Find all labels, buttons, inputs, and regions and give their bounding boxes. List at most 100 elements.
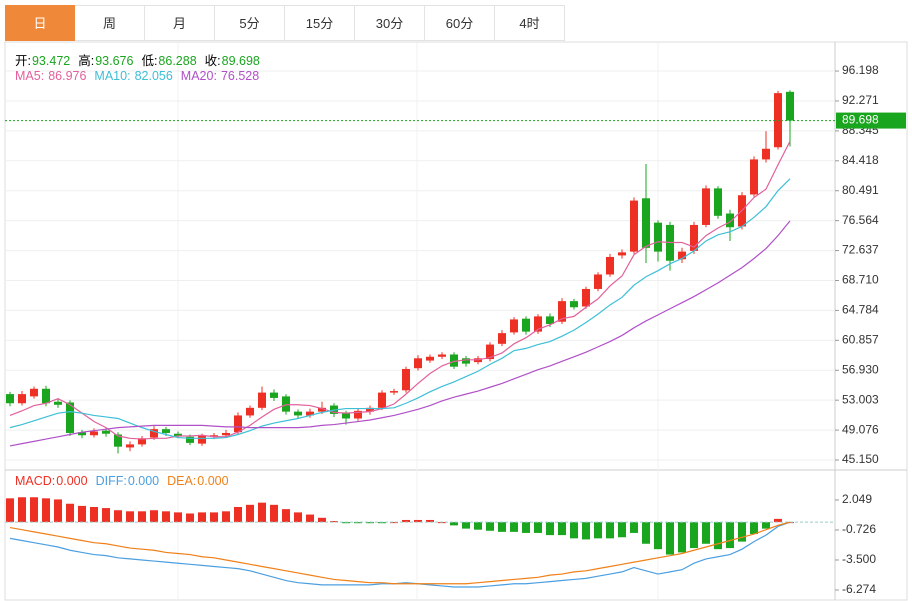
candle-body (126, 444, 134, 448)
y-tick-label: -0.726 (842, 522, 876, 536)
legend-value: 0.000 (56, 474, 88, 488)
period-tab[interactable]: 30分 (355, 5, 425, 41)
macd-bar (294, 512, 302, 523)
legend-value: 93.676 (95, 54, 134, 68)
legend-value: 76.528 (220, 69, 260, 83)
macd-bar (678, 522, 686, 553)
macd-bar (462, 522, 470, 529)
candle-body (42, 388, 50, 404)
period-tab[interactable]: 15分 (285, 5, 355, 41)
candle-body (546, 316, 554, 325)
macd-bar (222, 511, 230, 523)
y-tick-label: 80.491 (842, 183, 879, 197)
legend-value: 86.288 (158, 54, 197, 68)
period-tab[interactable]: 5分 (215, 5, 285, 41)
macd-bar (234, 506, 242, 523)
candle-body (342, 413, 350, 419)
period-tab[interactable]: 日 (5, 5, 75, 41)
candle-body (174, 433, 182, 437)
candle-body (306, 411, 314, 416)
candle-body (354, 410, 362, 419)
candle-body (534, 316, 542, 332)
candle-body (690, 224, 698, 251)
y-tick-label: 53.003 (842, 392, 879, 406)
legend-label: MA10: (94, 69, 131, 83)
macd-bar (426, 519, 434, 523)
candle-body (786, 91, 794, 121)
legend-item: 低:86.288 (141, 54, 196, 68)
macd-bar (126, 511, 134, 523)
candle-body (714, 188, 722, 216)
macd-bar (186, 513, 194, 523)
macd-bar (54, 499, 62, 523)
candle-body (654, 222, 662, 252)
period-tab[interactable]: 周 (75, 5, 145, 41)
macd-bar (654, 522, 662, 550)
ma-line (9, 141, 791, 440)
y-tick-label: 84.418 (842, 153, 879, 167)
macd-bar (66, 503, 74, 523)
period-tab[interactable]: 4时 (495, 5, 565, 41)
macd-legend: MACD:0.000 DIFF:0.000 DEA:0.000 (15, 474, 237, 488)
period-tab[interactable]: 60分 (425, 5, 495, 41)
legend-item: MA20: 76.528 (181, 69, 259, 83)
macd-bar (102, 508, 110, 523)
y-tick-label: 49.076 (842, 422, 879, 436)
legend-value: 82.056 (134, 69, 173, 83)
candle-body (318, 407, 326, 412)
macd-bar (522, 522, 530, 533)
legend-label: 开: (15, 54, 31, 68)
last-price-label: 89.698 (842, 113, 879, 127)
legend-item: 开:93.472 (15, 54, 70, 68)
legend-item: DIFF:0.000 (96, 474, 160, 488)
macd-bar (630, 522, 638, 533)
y-tick-label: 64.784 (842, 303, 879, 317)
candle-body (150, 429, 158, 438)
legend-item: MACD:0.000 (15, 474, 88, 488)
period-tab[interactable]: 月 (145, 5, 215, 41)
dea-line (9, 521, 791, 585)
legend-label: DIFF: (95, 474, 127, 488)
candle-body (678, 251, 686, 260)
legend-value: 0.000 (197, 474, 229, 488)
macd-bar (30, 497, 38, 523)
chart-frame (4, 41, 908, 601)
macd-bar (90, 506, 98, 523)
macd-bar (714, 522, 722, 550)
y-tick-label: 96.198 (842, 63, 879, 77)
macd-bar (42, 498, 50, 523)
macd-bar (270, 504, 278, 523)
candle-body (606, 256, 614, 275)
candle-body (486, 344, 494, 360)
ma-line (9, 178, 791, 439)
macd-bar (774, 518, 782, 523)
candle-body (618, 252, 626, 256)
candle-body (426, 356, 434, 361)
candle-body (726, 213, 734, 228)
legend-value: 89.698 (221, 54, 260, 68)
macd-bar (546, 522, 554, 536)
macd-bar (486, 522, 494, 531)
macd-bar (750, 522, 758, 535)
macd-bar (618, 522, 626, 538)
candle-body (210, 435, 218, 437)
candle-body (762, 148, 770, 160)
legend-item: DEA:0.000 (167, 474, 228, 488)
macd-bar (642, 522, 650, 544)
candle-body (462, 358, 470, 364)
y-tick-label: -6.274 (842, 582, 876, 596)
macd-bar (150, 510, 158, 523)
ma-line (9, 220, 791, 447)
legend-item: MA5: 86.976 (15, 69, 86, 83)
candle-body (630, 200, 638, 252)
candle-body (18, 394, 26, 404)
macd-bar (510, 522, 518, 532)
legend-label: 低: (141, 54, 158, 68)
macd-bar (474, 522, 482, 530)
y-tick-label: 72.637 (842, 243, 879, 257)
candle-body (138, 438, 146, 445)
legend-item: 高:93.676 (78, 54, 133, 68)
macd-bar (762, 522, 770, 529)
